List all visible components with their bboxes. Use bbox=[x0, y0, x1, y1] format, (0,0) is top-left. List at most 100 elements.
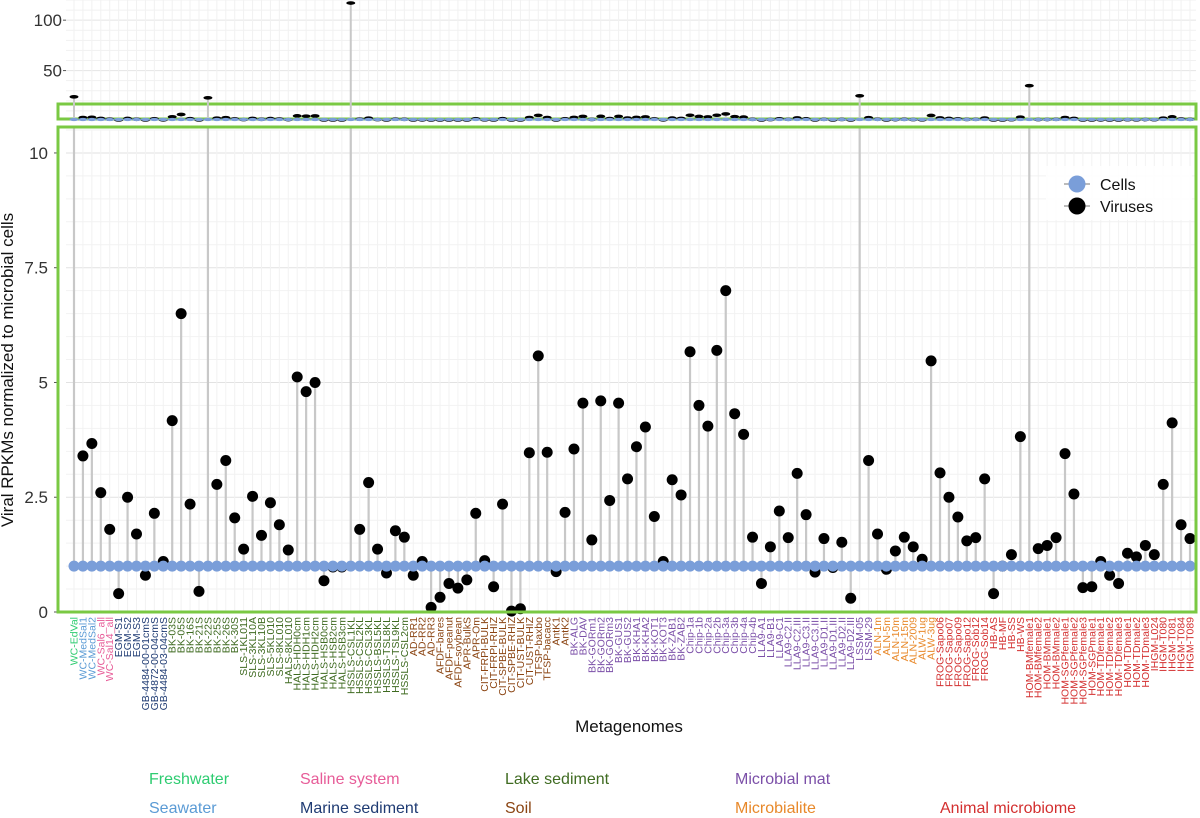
upper-cell-point bbox=[337, 117, 347, 122]
cell-point bbox=[1014, 560, 1026, 572]
upper-cell-point bbox=[1149, 117, 1159, 122]
upper-cell-point bbox=[105, 117, 115, 122]
x-category-label: IHGM-L024 bbox=[1149, 617, 1161, 671]
x-category-label: IHGM-T084 bbox=[1176, 617, 1188, 672]
cell-point bbox=[247, 560, 259, 572]
cell-point bbox=[1059, 560, 1071, 572]
upper-virus-point bbox=[614, 114, 624, 119]
upper-cell-point bbox=[748, 117, 758, 122]
x-category-label: HB-SS bbox=[1006, 617, 1018, 649]
cell-point bbox=[666, 560, 678, 572]
virus-point bbox=[407, 569, 419, 581]
x-category-label: ALN-5m bbox=[881, 617, 893, 656]
x-category-label: TFSP-bacacc bbox=[542, 617, 554, 681]
x-category-label: HOM-BMfemale1 bbox=[1024, 617, 1036, 698]
x-category-label: Chip-2a bbox=[702, 617, 714, 654]
upper-virus-point bbox=[346, 1, 356, 5]
cell-point bbox=[1166, 560, 1178, 572]
cell-point bbox=[1077, 560, 1089, 572]
cell-point bbox=[255, 560, 267, 572]
virus-point bbox=[184, 498, 196, 510]
cell-point bbox=[104, 560, 116, 572]
cell-point bbox=[622, 560, 634, 572]
x-category-label: Chip-2b bbox=[711, 617, 723, 654]
virus-point bbox=[755, 578, 767, 590]
virus-point bbox=[586, 534, 598, 546]
upper-cell-point bbox=[1078, 117, 1088, 122]
cell-point bbox=[336, 560, 348, 572]
upper-cell-point bbox=[756, 117, 766, 122]
upper-virus-point bbox=[640, 115, 650, 119]
x-category-label: FROG-Sob14 bbox=[979, 617, 991, 681]
x-category-label: FROG-Sob12 bbox=[970, 617, 982, 681]
upper-cell-point bbox=[283, 117, 293, 122]
upper-virus-point bbox=[292, 114, 302, 118]
upper-virus-point bbox=[694, 114, 704, 119]
upper-cell-point bbox=[1131, 117, 1141, 122]
upper-virus-point bbox=[533, 113, 543, 118]
upper-cell-point bbox=[1087, 117, 1097, 122]
upper-cell-point bbox=[399, 117, 409, 122]
x-category-label: CIT-SPBE-RHIZ bbox=[506, 616, 518, 692]
virus-point bbox=[1032, 543, 1044, 555]
upper-virus-point bbox=[69, 95, 79, 99]
virus-point bbox=[166, 415, 178, 427]
x-category-label: FROG-Sapo07 bbox=[943, 617, 955, 687]
x-category-label: HOM-BMmale1 bbox=[1042, 617, 1054, 690]
cell-point bbox=[693, 560, 705, 572]
cell-point bbox=[425, 560, 437, 572]
upper-cell-point bbox=[435, 117, 445, 122]
cell-point bbox=[86, 560, 98, 572]
virus-point bbox=[1130, 551, 1142, 563]
cell-point bbox=[407, 560, 419, 572]
x-category-label: HSSLS-CSL1KL bbox=[345, 617, 357, 694]
upper-cell-point bbox=[274, 117, 284, 122]
x-category-label: HOM-SGPmale1 bbox=[1086, 617, 1098, 696]
x-category-label: ALW-1ug bbox=[917, 617, 929, 660]
cell-point bbox=[122, 560, 134, 572]
upper-cell-point bbox=[426, 117, 436, 122]
upper-cell-point bbox=[676, 117, 686, 122]
virus-point bbox=[836, 536, 848, 548]
cell-point bbox=[470, 560, 482, 572]
upper-cell-point bbox=[1069, 117, 1079, 122]
upper-cell-point bbox=[1042, 117, 1052, 122]
upper-cell-point bbox=[194, 117, 204, 122]
virus-point bbox=[648, 511, 660, 523]
virus-point bbox=[425, 601, 437, 613]
cell-point bbox=[568, 560, 580, 572]
legend-label: Viruses bbox=[1100, 199, 1153, 216]
upper-cell-point bbox=[140, 117, 150, 122]
cell-point bbox=[532, 560, 544, 572]
cell-point bbox=[720, 560, 732, 572]
upper-cell-point bbox=[1096, 117, 1106, 122]
virus-point bbox=[872, 528, 884, 540]
cell-point bbox=[934, 560, 946, 572]
upper-cell-point bbox=[944, 117, 954, 122]
virus-point bbox=[1086, 581, 1098, 593]
upper-cell-point bbox=[1060, 117, 1070, 122]
virus-point bbox=[773, 505, 785, 517]
virus-point bbox=[372, 543, 384, 555]
cell-point bbox=[166, 560, 178, 572]
upper-cell-point bbox=[578, 117, 588, 122]
upper-virus-point bbox=[712, 113, 722, 118]
upper-cell-point bbox=[248, 117, 258, 122]
virus-point bbox=[613, 397, 625, 409]
virus-point bbox=[907, 541, 919, 553]
cell-point bbox=[389, 560, 401, 572]
upper-virus-point bbox=[167, 114, 177, 119]
upper-cell-point bbox=[408, 117, 418, 122]
cell-point bbox=[505, 560, 517, 572]
upper-cell-point bbox=[158, 117, 168, 122]
cell-point bbox=[497, 560, 509, 572]
virus-point bbox=[300, 386, 312, 398]
virus-point bbox=[220, 455, 232, 467]
x-category-label: HSSLS-CSL2KL bbox=[354, 617, 366, 694]
upper-cell-point bbox=[185, 117, 195, 122]
x-category-label: SLS-1KL011 bbox=[238, 617, 250, 676]
virus-point bbox=[1068, 488, 1080, 500]
upper-cell-point bbox=[739, 117, 749, 122]
upper-cell-point bbox=[917, 117, 927, 122]
main-y-tick-label: 5 bbox=[39, 373, 48, 392]
